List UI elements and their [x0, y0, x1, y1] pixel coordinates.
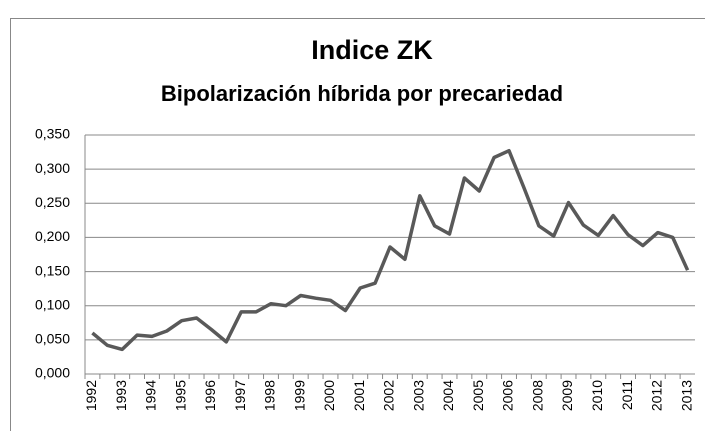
x-tick-label: 2010 — [589, 380, 605, 411]
y-tick-label: 0,100 — [35, 296, 70, 312]
x-tick-label: 1998 — [262, 380, 278, 411]
chart-subtitle: Bipolarización híbrida por precariedad — [161, 81, 563, 106]
x-tick-label: 2000 — [321, 380, 337, 411]
y-tick-label: 0,350 — [35, 126, 70, 142]
y-tick-label: 0,250 — [35, 194, 70, 210]
x-tick-label: 2004 — [440, 380, 456, 411]
chart-title: Indice ZK — [311, 35, 433, 65]
x-tick-label: 2009 — [559, 380, 575, 411]
x-tick-label: 2003 — [410, 380, 426, 411]
x-tick-label: 1994 — [143, 380, 159, 411]
x-tick-label: 1999 — [291, 380, 307, 411]
y-tick-label: 0,000 — [35, 365, 70, 381]
x-tick-label: 2013 — [678, 380, 694, 411]
chart-frame — [10, 18, 705, 431]
y-tick-label: 0,050 — [35, 331, 70, 347]
x-tick-label: 2005 — [470, 380, 486, 411]
x-tick-label: 1993 — [113, 380, 129, 411]
y-tick-label: 0,150 — [35, 262, 70, 278]
x-tick-label: 2001 — [351, 380, 367, 411]
y-tick-label: 0,300 — [35, 160, 70, 176]
x-tick-label: 2012 — [649, 380, 665, 411]
x-tick-label: 1996 — [202, 380, 218, 411]
x-tick-label: 2008 — [529, 380, 545, 411]
x-tick-label: 2002 — [381, 380, 397, 411]
x-tick-label: 2006 — [500, 380, 516, 411]
x-tick-label: 1992 — [83, 380, 99, 411]
y-tick-label: 0,200 — [35, 228, 70, 244]
x-tick-label: 2011 — [619, 380, 635, 410]
x-tick-label: 1997 — [232, 380, 248, 411]
line-series — [91, 148, 690, 352]
x-tick-label: 1995 — [172, 380, 188, 411]
